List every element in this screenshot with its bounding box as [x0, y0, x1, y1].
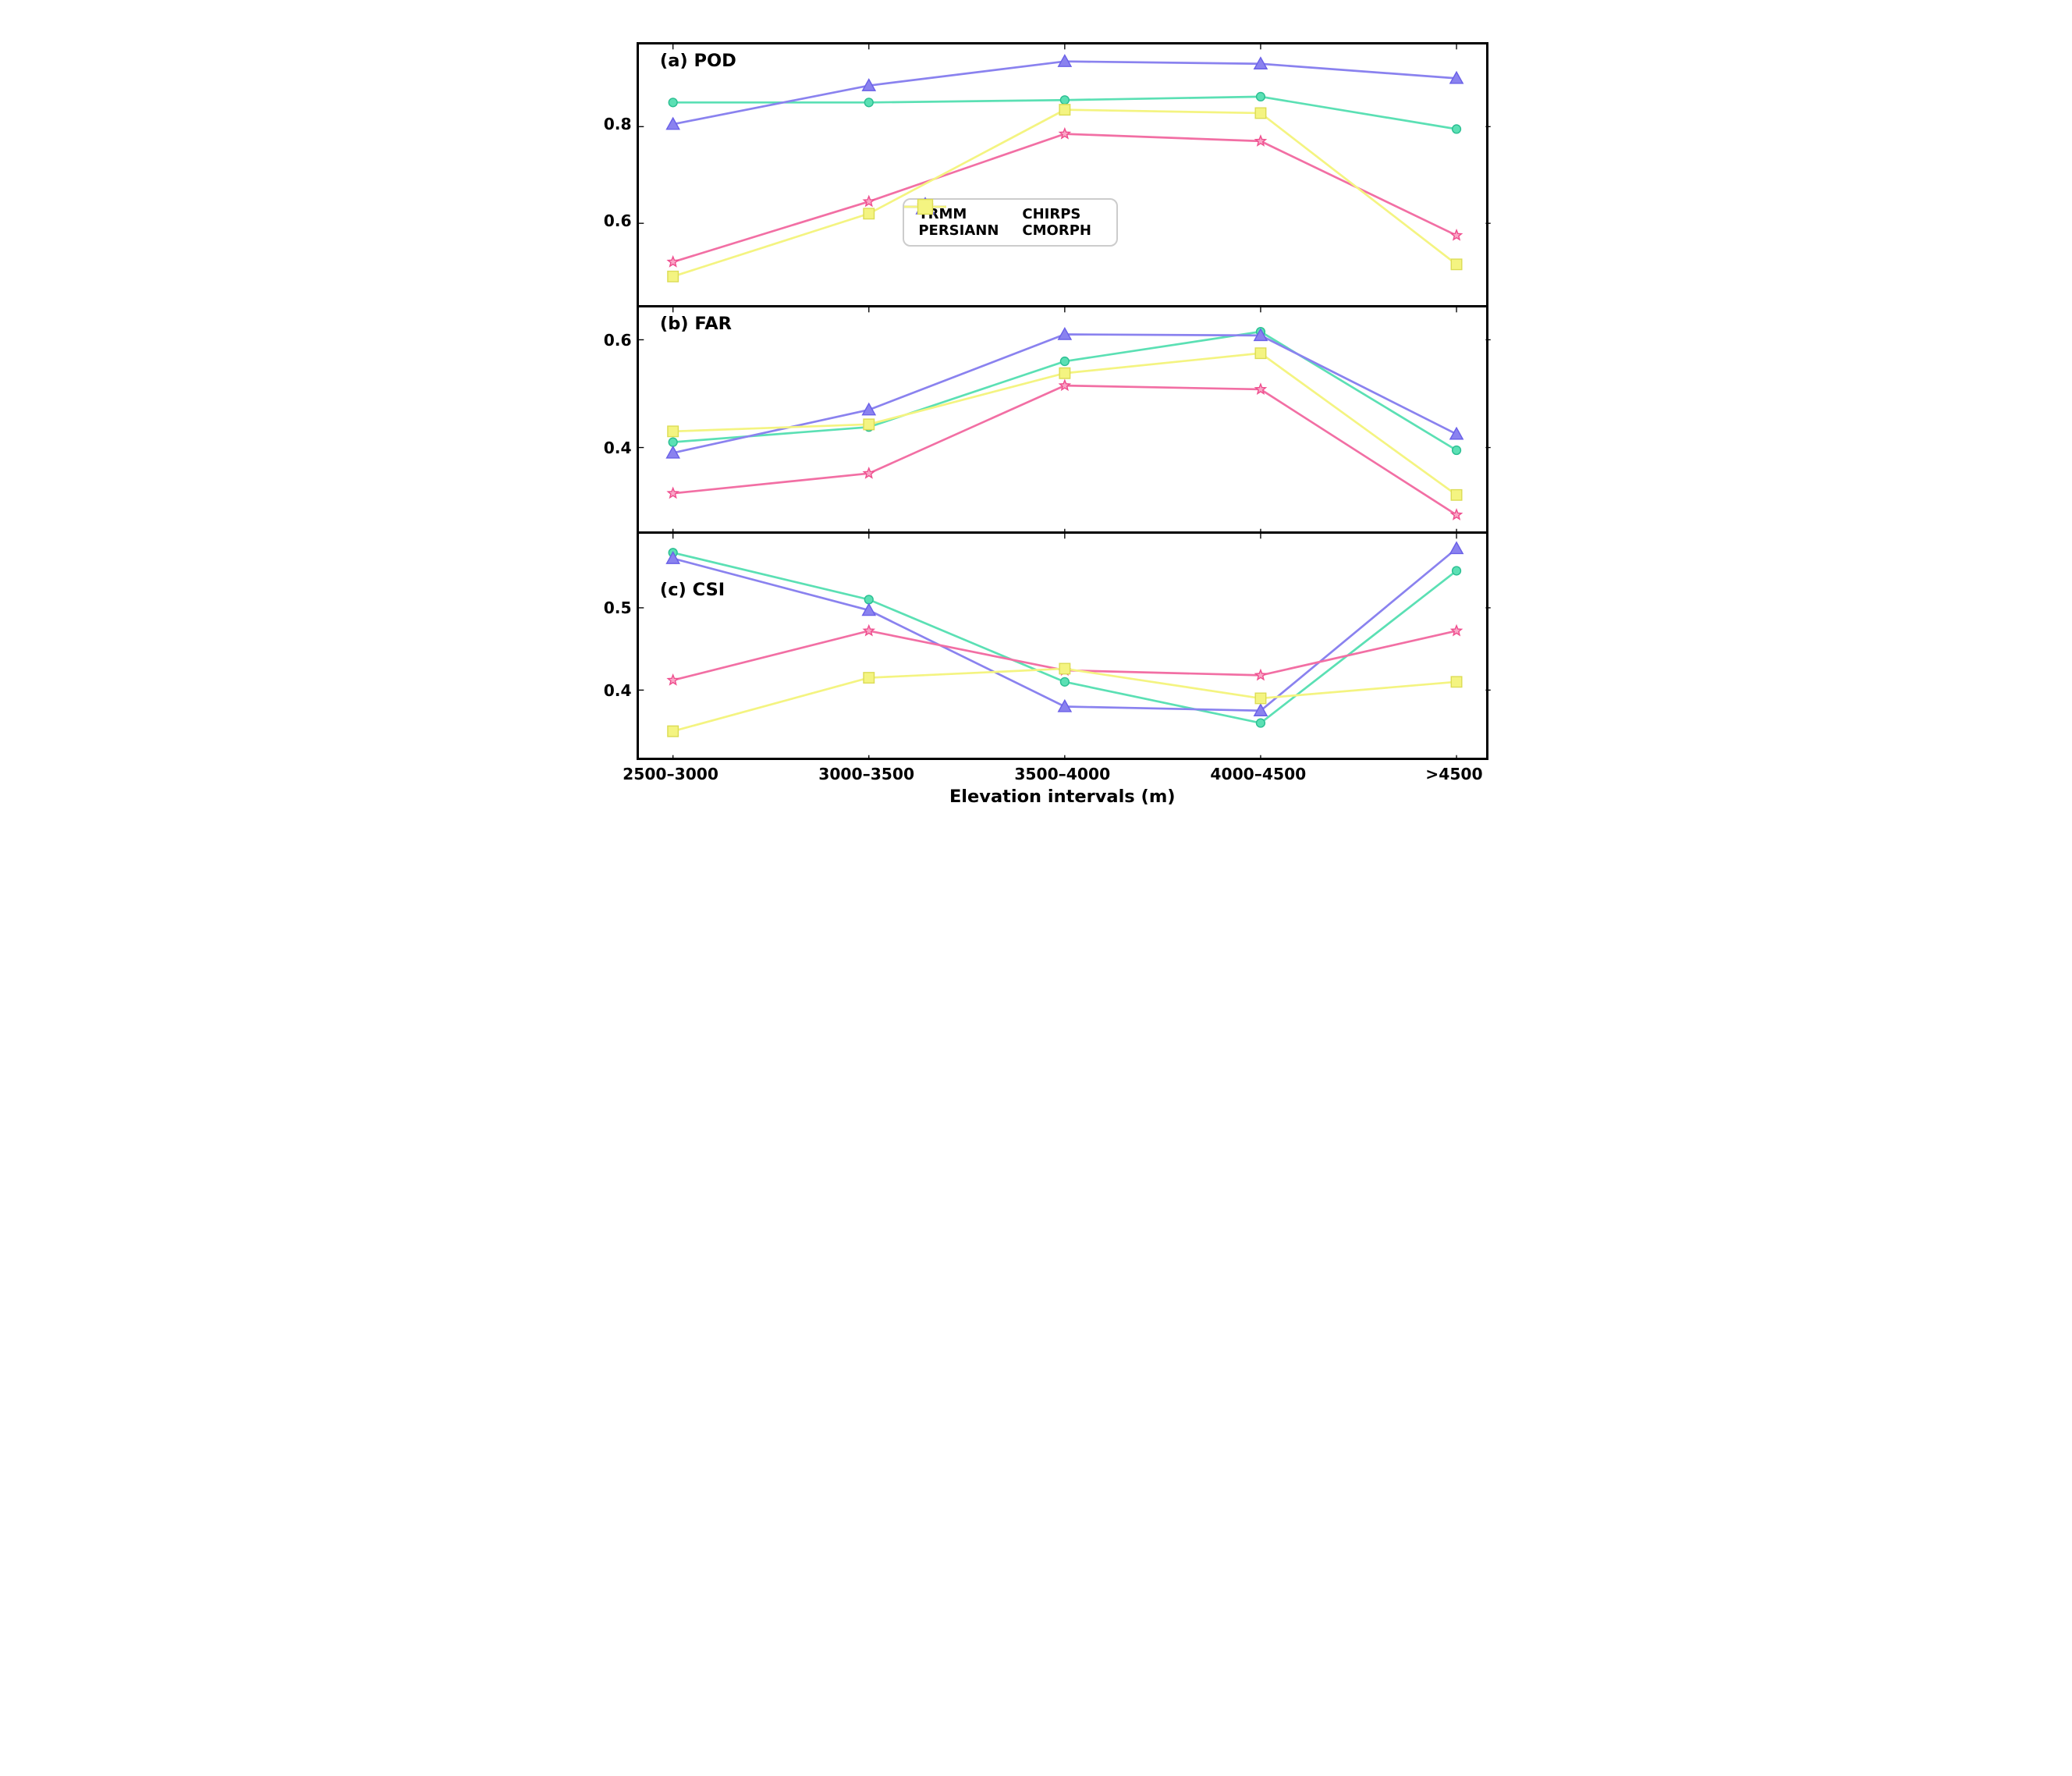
marker-trmm	[1256, 719, 1265, 727]
series-line-trmm	[673, 552, 1456, 723]
marker-chirps	[864, 196, 874, 205]
legend-item-cmorph: CMORPH	[1022, 222, 1102, 239]
marker-trmm	[1060, 95, 1069, 104]
panel-far: (b) FAR	[637, 307, 1488, 534]
marker-cmorph	[1059, 663, 1070, 674]
marker-trmm	[1060, 357, 1069, 366]
series-line-persiann	[673, 335, 1456, 453]
marker-cmorph	[1451, 259, 1462, 270]
plot-area	[639, 307, 1486, 531]
marker-cmorph	[864, 208, 875, 219]
marker-cmorph	[864, 419, 875, 430]
marker-cmorph	[1451, 677, 1462, 687]
ytick-label: 0.6	[569, 331, 631, 350]
legend-swatch	[904, 200, 1116, 245]
xtick-label: >4500	[1425, 765, 1482, 783]
marker-cmorph	[864, 673, 875, 684]
panel-title: (b) FAR	[660, 314, 732, 334]
marker-cmorph	[668, 426, 679, 437]
marker-cmorph	[1451, 490, 1462, 501]
marker-chirps	[1059, 128, 1070, 137]
marker-chirps	[864, 468, 874, 478]
x-axis-label: Elevation intervals (m)	[949, 787, 1176, 807]
xtick-label: 4000–4500	[1210, 765, 1306, 783]
xtick-label: 2500–3000	[623, 765, 718, 783]
marker-chirps	[1452, 229, 1462, 239]
marker-trmm	[1453, 124, 1461, 133]
marker-cmorph	[1255, 693, 1266, 704]
marker-trmm	[1256, 92, 1265, 101]
marker-persiann	[1450, 428, 1463, 439]
marker-cmorph	[668, 726, 679, 737]
ytick-label: 0.6	[569, 211, 631, 230]
marker-cmorph	[668, 271, 679, 282]
panel-title: (a) POD	[660, 51, 736, 71]
marker-trmm	[1060, 678, 1069, 687]
figure: (a) POD TRMMCHIRPSPERSIANNCMORPH 0.6 0.8 (b)…	[569, 31, 1502, 830]
plot-area	[639, 534, 1486, 758]
marker-chirps	[864, 626, 874, 635]
marker-chirps	[1452, 510, 1462, 519]
marker-chirps	[1452, 626, 1462, 635]
marker-persiann	[1450, 542, 1463, 554]
xtick-label: 3000–3500	[818, 765, 914, 783]
xtick-label: 3500–4000	[1014, 765, 1110, 783]
marker-trmm	[669, 438, 677, 446]
marker-cmorph	[1255, 108, 1266, 119]
marker-cmorph	[1255, 348, 1266, 359]
ytick-label: 0.4	[569, 439, 631, 457]
panel-pod: (a) POD TRMMCHIRPSPERSIANNCMORPH	[637, 42, 1488, 308]
marker-trmm	[1453, 567, 1461, 575]
legend: TRMMCHIRPSPERSIANNCMORPH	[903, 198, 1118, 247]
series-line-chirps	[673, 385, 1456, 515]
marker-trmm	[864, 595, 873, 604]
marker-chirps	[1255, 670, 1265, 680]
ytick-label: 0.4	[569, 681, 631, 700]
marker-chirps	[668, 675, 678, 684]
marker-chirps	[668, 488, 678, 498]
panel-csi: (c) CSI	[637, 534, 1488, 760]
ytick-label: 0.8	[569, 115, 631, 133]
panel-title: (c) CSI	[660, 580, 725, 600]
series-line-trmm	[673, 332, 1456, 450]
plot-area	[639, 44, 1486, 306]
marker-chirps	[1059, 381, 1070, 390]
marker-trmm	[864, 98, 873, 106]
marker-cmorph	[1059, 104, 1070, 115]
ytick-label: 0.5	[569, 599, 631, 617]
marker-cmorph	[1059, 368, 1070, 379]
marker-trmm	[669, 98, 677, 106]
marker-chirps	[668, 256, 678, 265]
marker-trmm	[1453, 446, 1461, 455]
